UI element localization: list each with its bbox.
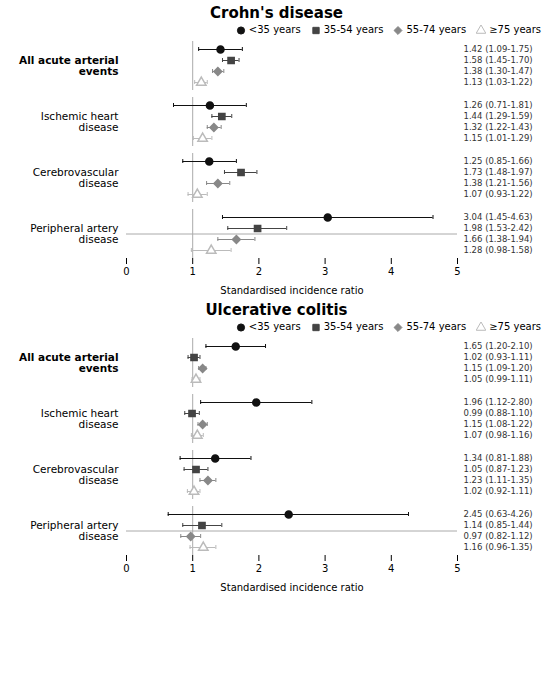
svg-text:1: 1 [190, 563, 196, 574]
svg-text:1.07 (0.93-1.22): 1.07 (0.93-1.22) [464, 189, 533, 199]
svg-text:1.15 (1.09-1.20): 1.15 (1.09-1.20) [464, 363, 533, 373]
svg-text:3: 3 [322, 266, 328, 277]
svg-text:5: 5 [454, 563, 460, 574]
svg-text:1.26 (0.71-1.81): 1.26 (0.71-1.81) [464, 100, 533, 110]
svg-text:1.02 (0.92-1.11): 1.02 (0.92-1.11) [464, 486, 533, 496]
svg-text:1.38 (1.21-1.56): 1.38 (1.21-1.56) [464, 178, 533, 188]
svg-text:0: 0 [123, 266, 129, 277]
svg-text:4: 4 [388, 563, 394, 574]
svg-text:0: 0 [123, 563, 129, 574]
svg-text:Standardised incidence ratio: Standardised incidence ratio [220, 285, 363, 296]
html-text:≥75 years: ≥75 years [489, 321, 541, 332]
html-text:35-54 years: 35-54 years [323, 24, 384, 35]
svg-text:5: 5 [454, 266, 460, 277]
svg-text:1.42 (1.09-1.75): 1.42 (1.09-1.75) [464, 44, 533, 54]
html-text:35-54 years: 35-54 years [323, 321, 384, 332]
svg-text:1.02 (0.93-1.11): 1.02 (0.93-1.11) [464, 352, 533, 362]
svg-text:3: 3 [322, 563, 328, 574]
svg-text:1.14 (0.85-1.44): 1.14 (0.85-1.44) [464, 520, 533, 530]
svg-text:All acute arterialevents: All acute arterialevents [19, 351, 118, 374]
svg-text:1.65 (1.20-2.10): 1.65 (1.20-2.10) [464, 341, 533, 351]
svg-text:4: 4 [388, 266, 394, 277]
html-text:<35 years: <35 years [248, 321, 301, 332]
svg-text:1.58 (1.45-1.70): 1.58 (1.45-1.70) [464, 55, 533, 65]
svg-text:2.45 (0.63-4.26): 2.45 (0.63-4.26) [464, 509, 533, 519]
svg-text:1.32 (1.22-1.43): 1.32 (1.22-1.43) [464, 122, 533, 132]
svg-text:1.15 (1.01-1.29): 1.15 (1.01-1.29) [464, 133, 533, 143]
svg-text:2: 2 [256, 563, 262, 574]
svg-text:1.15 (1.08-1.22): 1.15 (1.08-1.22) [464, 419, 533, 429]
svg-text:1.23 (1.11-1.35): 1.23 (1.11-1.35) [464, 475, 533, 485]
svg-text:Cerebrovasculardisease: Cerebrovasculardisease [33, 166, 119, 189]
svg-text:1.34 (0.81-1.88): 1.34 (0.81-1.88) [464, 453, 533, 463]
svg-text:3.04 (1.45-4.63): 3.04 (1.45-4.63) [464, 212, 533, 222]
svg-text:2: 2 [256, 266, 262, 277]
svg-text:Peripheral arterydisease: Peripheral arterydisease [30, 519, 118, 542]
svg-text:0.99 (0.88-1.10): 0.99 (0.88-1.10) [464, 408, 533, 418]
svg-text:1.98 (1.53-2.42): 1.98 (1.53-2.42) [464, 223, 533, 233]
svg-text:Standardised incidence ratio: Standardised incidence ratio [220, 582, 363, 593]
svg-text:Cerebrovasculardisease: Cerebrovasculardisease [33, 463, 119, 486]
svg-text:1.73 (1.48-1.97): 1.73 (1.48-1.97) [464, 167, 533, 177]
html-text:55-74 years: 55-74 years [406, 24, 467, 35]
svg-text:1: 1 [190, 266, 196, 277]
svg-text:1.96 (1.12-2.80): 1.96 (1.12-2.80) [464, 397, 533, 407]
svg-text:1.16 (0.96-1.35): 1.16 (0.96-1.35) [464, 542, 533, 552]
html-text:≥75 years: ≥75 years [489, 24, 541, 35]
svg-text:1.05 (0.87-1.23): 1.05 (0.87-1.23) [464, 464, 533, 474]
html-text:<35 years: <35 years [248, 24, 301, 35]
svg-text:1.38 (1.30-1.47): 1.38 (1.30-1.47) [464, 66, 533, 76]
svg-text:Ischemic heartdisease: Ischemic heartdisease [41, 407, 119, 430]
html-text:Crohn's disease: Crohn's disease [210, 4, 343, 22]
svg-text:1.25 (0.85-1.66): 1.25 (0.85-1.66) [464, 156, 533, 166]
svg-text:1.66 (1.38-1.94): 1.66 (1.38-1.94) [464, 234, 533, 244]
svg-text:1.28 (0.98-1.58): 1.28 (0.98-1.58) [464, 245, 533, 255]
svg-text:All acute arterialevents: All acute arterialevents [19, 54, 118, 77]
svg-text:1.05 (0.99-1.11): 1.05 (0.99-1.11) [464, 374, 533, 384]
svg-text:1.07 (0.98-1.16): 1.07 (0.98-1.16) [464, 430, 533, 440]
svg-text:1.44 (1.29-1.59): 1.44 (1.29-1.59) [464, 111, 533, 121]
svg-text:0.97 (0.82-1.12): 0.97 (0.82-1.12) [464, 531, 533, 541]
svg-text:1.13 (1.03-1.22): 1.13 (1.03-1.22) [464, 77, 533, 87]
html-text:Ulcerative colitis: Ulcerative colitis [205, 301, 348, 319]
html-text:55-74 years: 55-74 years [406, 321, 467, 332]
svg-text:Peripheral arterydisease: Peripheral arterydisease [30, 222, 118, 245]
svg-text:Ischemic heartdisease: Ischemic heartdisease [41, 110, 119, 133]
